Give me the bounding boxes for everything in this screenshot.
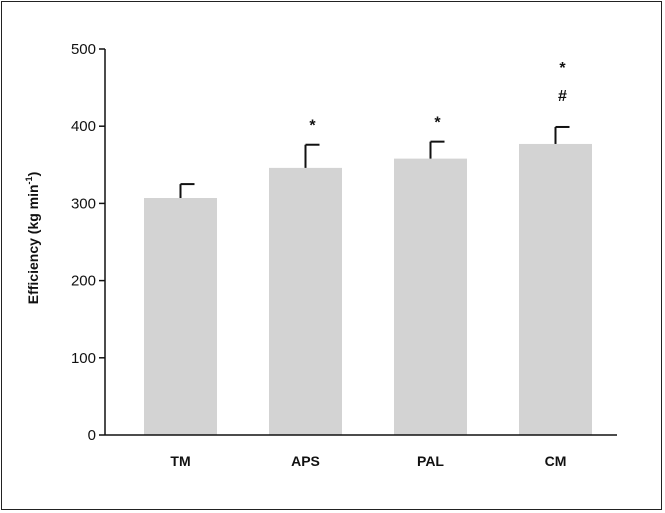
y-axis-label-superscript: -1 — [24, 176, 34, 184]
x-tick-label: TM — [170, 453, 190, 469]
x-axis: TM APS PAL CM — [105, 434, 617, 469]
asterisk-marker: * — [434, 115, 441, 132]
y-tick-label: 300 — [71, 195, 96, 212]
y-tick-label: 100 — [71, 350, 96, 367]
asterisk-marker: * — [559, 60, 566, 77]
bar — [144, 197, 217, 435]
bar — [269, 167, 342, 435]
asterisk-marker: * — [309, 118, 316, 135]
x-tick-label: CM — [545, 453, 567, 469]
y-axis-label-main: Efficiency (kg min — [25, 184, 41, 304]
x-tick-label: PAL — [417, 453, 444, 469]
x-tick-label: APS — [291, 453, 320, 469]
y-axis-label-suffix: ) — [25, 172, 41, 177]
y-tick-label: 200 — [71, 273, 96, 290]
y-axis-label: Efficiency (kg min-1) — [24, 172, 41, 305]
bar — [394, 158, 467, 435]
svg-text:Efficiency (kg min-1): Efficiency (kg min-1) — [24, 172, 41, 305]
y-tick-label: 500 — [71, 41, 96, 58]
y-tick-label: 0 — [88, 427, 96, 444]
hash-marker: # — [558, 88, 567, 105]
y-tick-label: 400 — [71, 118, 96, 135]
bar — [519, 143, 592, 435]
bars-group: * * # * — [144, 60, 592, 435]
y-axis: 0 100 200 300 400 500 — [71, 41, 106, 444]
